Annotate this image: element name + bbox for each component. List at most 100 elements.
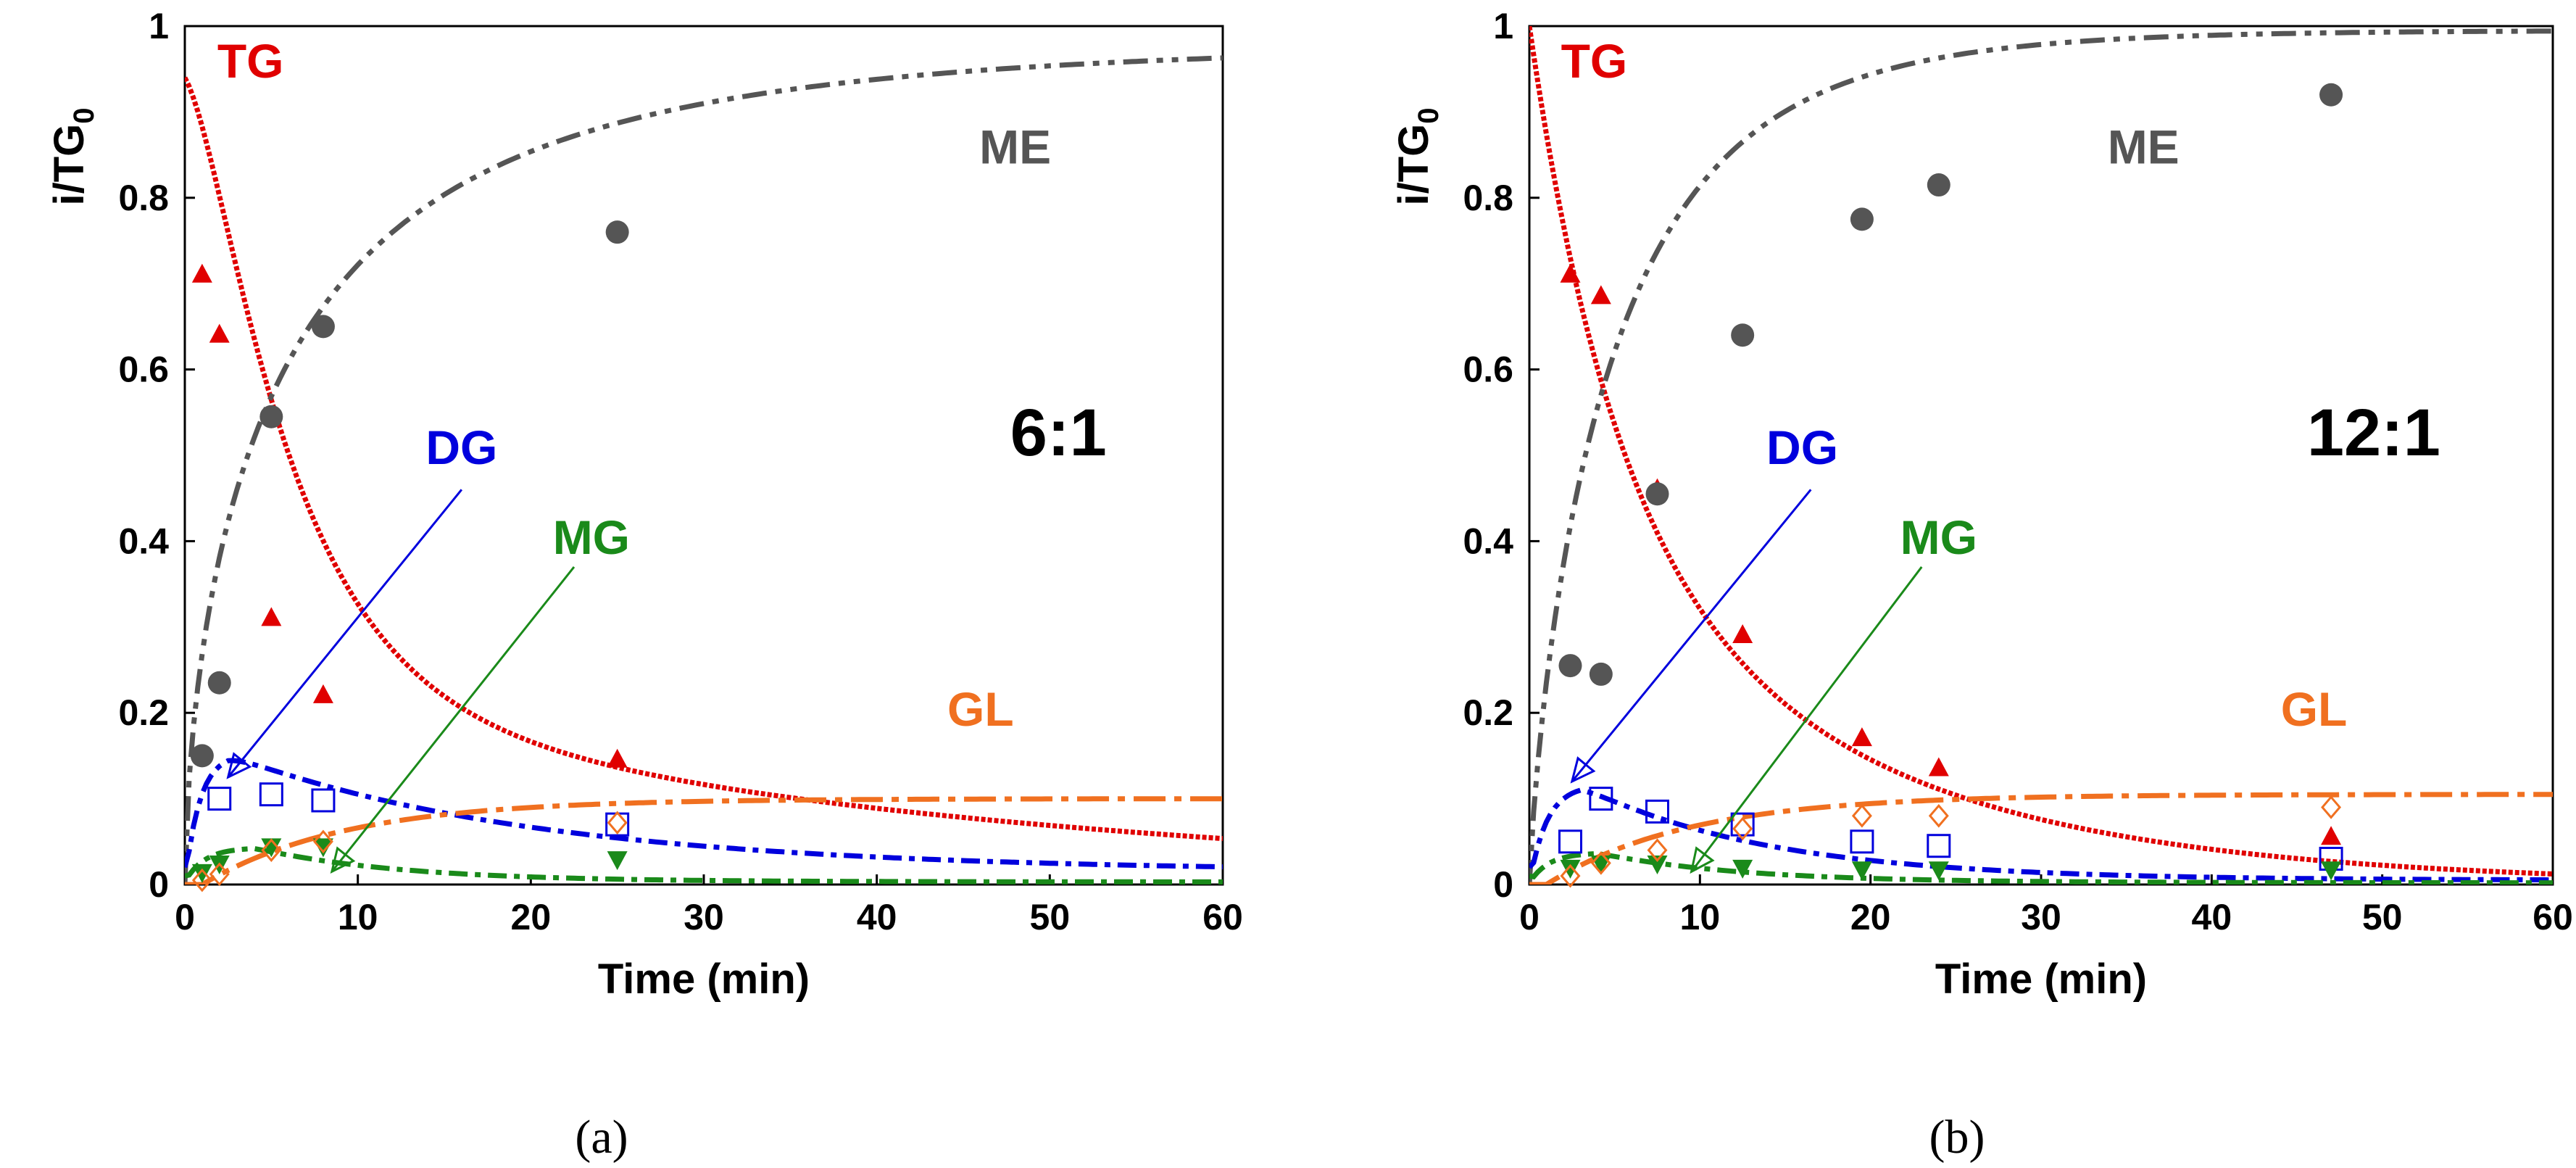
data-point-tg xyxy=(312,684,333,703)
arrow-dg xyxy=(1571,489,1812,782)
data-point-dg xyxy=(207,787,232,811)
data-point-tg xyxy=(2321,826,2342,845)
y-tick-label: 0.2 xyxy=(118,692,169,733)
data-point-dg xyxy=(1850,829,1874,854)
x-tick-label: 0 xyxy=(175,897,195,937)
data-point-dg xyxy=(1558,829,1582,854)
data-point-gl xyxy=(2321,795,2342,819)
y-tick-label: 0 xyxy=(149,864,169,905)
data-point-tg xyxy=(1851,727,1872,747)
arrow-mg xyxy=(331,566,576,873)
data-point-mg xyxy=(2321,861,2342,881)
data-point-me xyxy=(1927,173,1950,197)
data-point-dg xyxy=(1645,799,1669,824)
x-tick-label: 50 xyxy=(2362,897,2403,937)
axes-b: 0 10 20 30 40 50 60 0 0.2 0.4 0.6 0.8 1 xyxy=(1463,6,2572,937)
x-tick-label: 20 xyxy=(1850,897,1891,937)
data-point-mg xyxy=(191,863,212,883)
y-tick-label: 0.4 xyxy=(1463,521,1513,561)
data-point-me xyxy=(1645,482,1669,506)
data-point-me xyxy=(2319,83,2343,107)
data-point-gl xyxy=(1928,803,1949,828)
data-point-gl xyxy=(312,829,333,854)
data-point-gl xyxy=(1647,838,1668,862)
data-point-mg xyxy=(1732,859,1753,879)
y-axis-label-b: i/TG0 xyxy=(1390,107,1445,205)
data-point-me xyxy=(259,405,283,428)
x-axis-label-b: Time (min) xyxy=(1935,956,2147,1003)
data-point-mg xyxy=(261,838,282,858)
data-point-tg xyxy=(191,263,212,283)
data-point-me xyxy=(1589,662,1613,686)
data-point-mg xyxy=(1560,859,1581,879)
data-point-gl xyxy=(209,862,230,887)
model-curve-gl xyxy=(1529,792,2553,885)
data-point-tg xyxy=(607,748,628,768)
annotations-b: TG ME DG MG GL 12:1 xyxy=(1561,34,2440,874)
annotations-a: TG ME DG MG GL 6:1 xyxy=(217,34,1107,874)
data-point-tg xyxy=(209,323,230,343)
chart-panel-b: 0 10 20 30 40 50 60 0 0.2 0.4 0.6 0.8 1 TG ME DG MG GL 12… xyxy=(1390,6,2573,1164)
data-point-gl xyxy=(1560,863,1581,888)
model-curves-b xyxy=(1529,26,2553,885)
data-point-mg xyxy=(1928,861,1949,881)
ratio-label-a: 6:1 xyxy=(1010,396,1107,470)
curve-label-mg: MG xyxy=(553,510,630,564)
data-point-gl xyxy=(607,811,628,835)
data-point-tg xyxy=(1928,757,1949,776)
curve-label-tg: TG xyxy=(217,34,284,88)
x-tick-label: 50 xyxy=(1030,897,1071,937)
x-tick-label: 40 xyxy=(2192,897,2232,937)
model-curve-dg xyxy=(1529,787,2553,883)
model-curve-mg xyxy=(1529,850,2553,885)
model-curve-tg xyxy=(185,76,1223,842)
data-point-gl xyxy=(1732,816,1753,841)
x-tick-label: 60 xyxy=(2533,897,2573,937)
axes-a: 0 10 20 30 40 50 60 0 0.2 0.4 0.6 0.8 1 xyxy=(118,6,1242,937)
y-axis-label-main-a: i/TG xyxy=(46,124,93,206)
x-tick-label: 30 xyxy=(684,897,724,937)
x-tick-label: 40 xyxy=(857,897,897,937)
model-curve-me xyxy=(1529,28,2553,885)
curve-label-gl: GL xyxy=(947,682,1014,736)
curve-label-dg: DG xyxy=(425,421,497,474)
x-tick-label: 10 xyxy=(338,897,378,937)
data-points-b xyxy=(1558,83,2343,888)
model-curve-mg xyxy=(185,845,1223,885)
data-point-gl xyxy=(1851,803,1872,828)
data-point-mg xyxy=(1647,856,1668,874)
y-tick-label: 0.2 xyxy=(1463,692,1513,733)
data-point-mg xyxy=(1851,861,1872,881)
y-tick-label: 0.8 xyxy=(1463,178,1513,218)
data-point-gl xyxy=(1590,851,1611,875)
curve-label-gl: GL xyxy=(2281,682,2348,736)
data-point-dg xyxy=(1730,812,1755,837)
x-axis-label-a: Time (min) xyxy=(598,956,810,1003)
data-point-me xyxy=(1850,207,1874,231)
data-point-me xyxy=(190,744,214,768)
y-axis-label-sub-a: 0 xyxy=(68,107,100,123)
y-axis-label-sub-b: 0 xyxy=(1413,107,1445,123)
arrow-mg xyxy=(1690,566,1923,873)
data-point-me xyxy=(1558,654,1582,678)
arrowhead-dg xyxy=(226,752,252,779)
data-point-mg xyxy=(312,838,333,858)
model-curve-gl xyxy=(185,796,1223,885)
x-tick-label: 20 xyxy=(511,897,552,937)
arrowhead-mg xyxy=(1690,846,1715,874)
data-point-tg xyxy=(1560,263,1581,283)
data-point-gl xyxy=(191,868,212,892)
y-axis-label-a: i/TG0 xyxy=(46,107,100,205)
data-point-mg xyxy=(607,851,628,871)
curve-label-me: ME xyxy=(2108,120,2180,173)
y-tick-label: 1 xyxy=(149,6,169,46)
x-tick-label: 30 xyxy=(2021,897,2061,937)
data-point-dg xyxy=(259,782,283,807)
y-tick-label: 0.6 xyxy=(1463,349,1513,390)
model-curve-me xyxy=(185,55,1223,885)
data-point-tg xyxy=(1732,624,1753,644)
model-curve-tg xyxy=(1529,26,2553,877)
curve-label-me: ME xyxy=(979,120,1051,173)
data-point-me xyxy=(311,315,335,339)
arrow-dg xyxy=(227,489,463,778)
